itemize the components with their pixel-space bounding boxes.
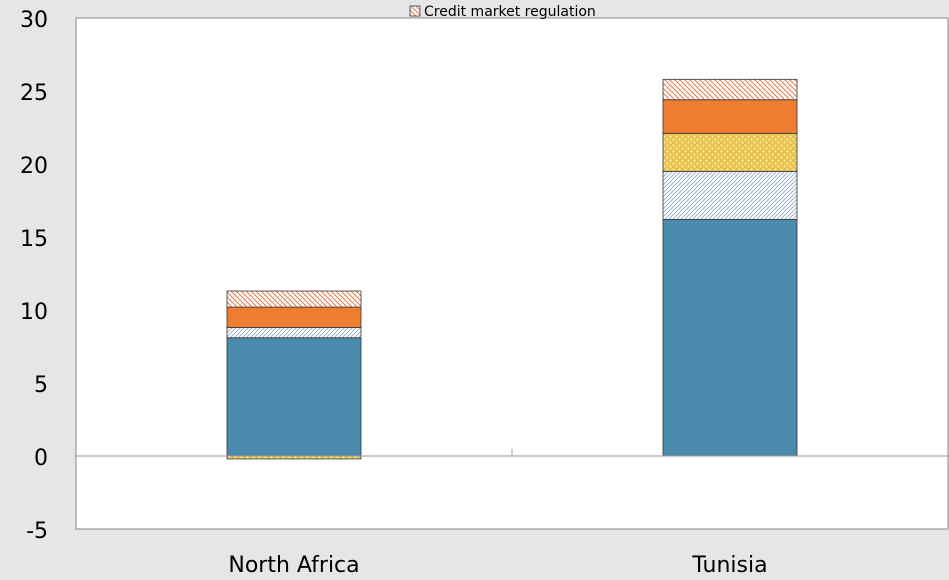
bar-segment xyxy=(226,327,362,339)
bar-segment xyxy=(662,99,798,134)
legend-swatch xyxy=(409,5,421,17)
y-tick-label: 0 xyxy=(34,446,48,471)
y-tick-label: 10 xyxy=(20,300,48,325)
legend: Credit market regulation xyxy=(409,4,596,20)
y-tick-label: -5 xyxy=(26,519,48,544)
bar-segment xyxy=(662,170,798,220)
y-tick-label: 30 xyxy=(20,8,48,33)
bar-segment xyxy=(662,78,798,101)
y-tick-label: 5 xyxy=(34,373,48,398)
legend-label: Credit market regulation xyxy=(424,4,596,20)
plot-area xyxy=(75,17,949,530)
bar-segment xyxy=(662,219,798,457)
bar-segment xyxy=(226,306,362,328)
x-category-label: Tunisia xyxy=(691,553,767,576)
axes-layer: -5 0 5 10 15 20 25 30 North Africa Tunisia xyxy=(20,8,948,578)
y-tick-label: 15 xyxy=(20,227,48,252)
y-tick-label: 20 xyxy=(20,154,48,179)
x-category-label: North Africa xyxy=(228,553,359,576)
bar-segment xyxy=(226,337,362,457)
y-tick-label: 25 xyxy=(20,81,48,106)
bar-segment xyxy=(226,290,362,308)
bars-layer xyxy=(226,78,798,460)
bar-segment xyxy=(662,132,798,172)
